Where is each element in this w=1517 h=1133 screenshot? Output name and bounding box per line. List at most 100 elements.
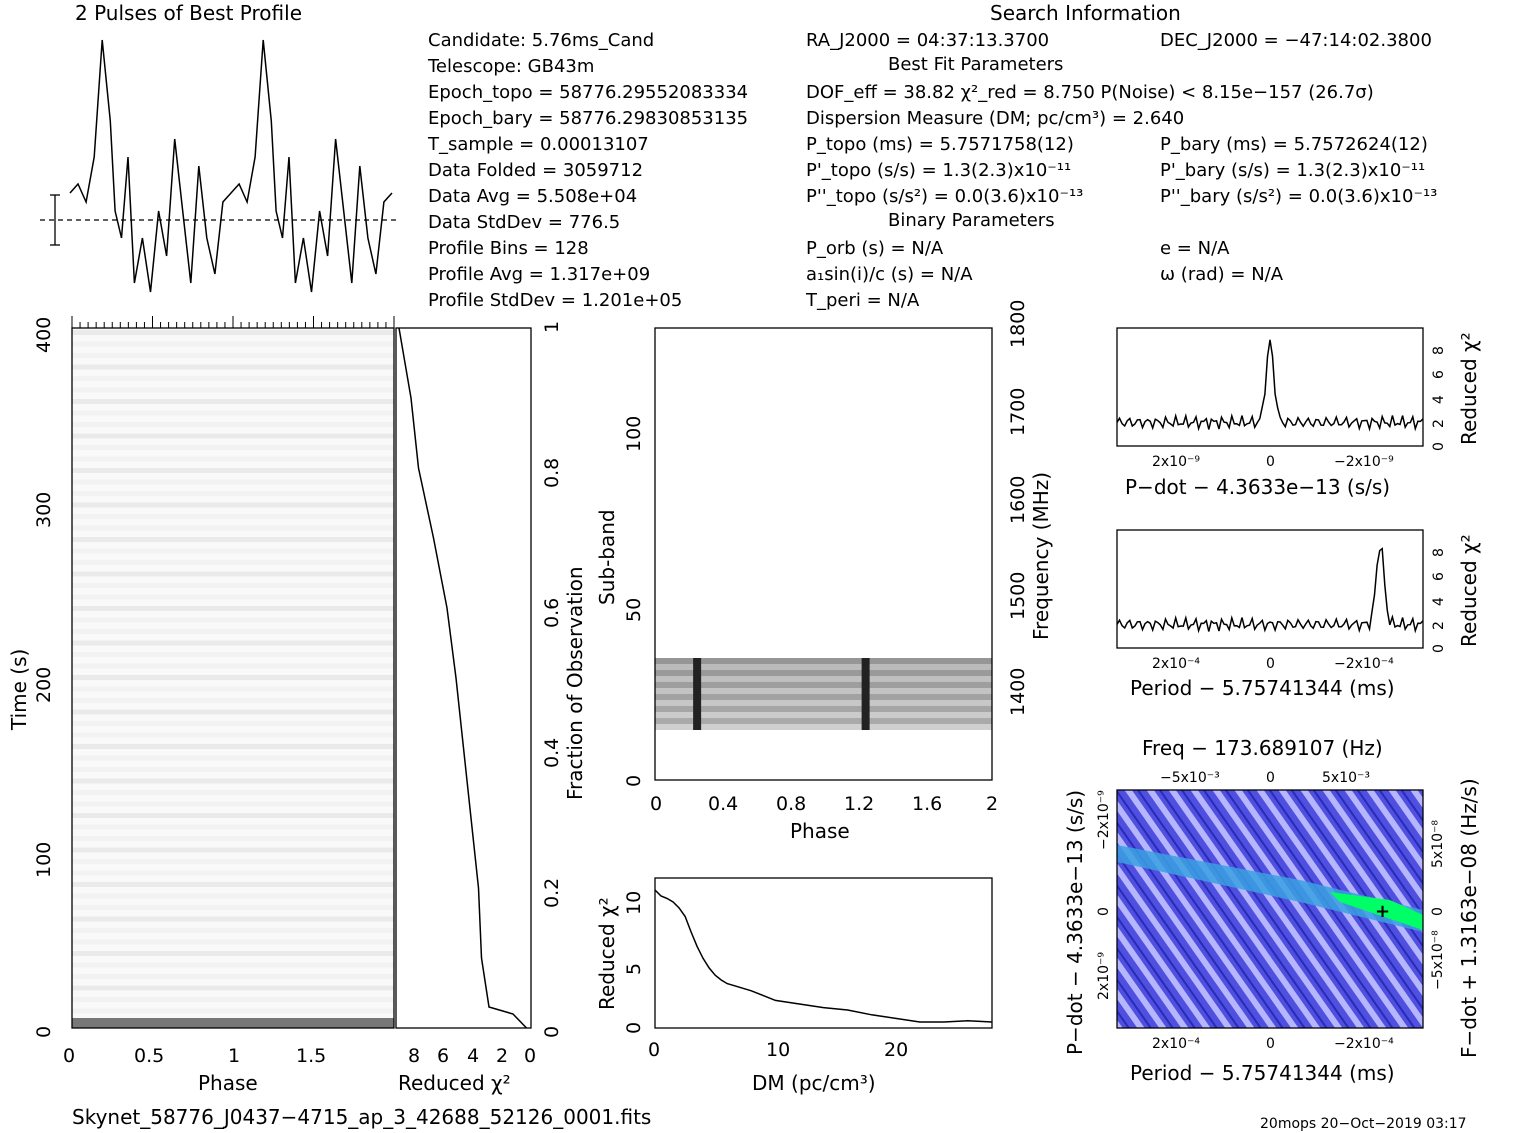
subband-row — [655, 706, 992, 712]
dof-line: DOF_eff = 38.82 χ²_red = 8.750 P(Noise) … — [806, 82, 1374, 103]
sb-xtick-16: 1.6 — [912, 793, 942, 815]
time-phase-row — [72, 514, 394, 519]
sb-xtick-12: 1.2 — [844, 793, 874, 815]
sb-ytick-50: 50 — [623, 598, 645, 622]
time-phase-row — [72, 813, 394, 818]
profile-curve — [69, 39, 393, 293]
subband-row — [655, 664, 992, 670]
cf-ytick-04: 0.4 — [541, 738, 563, 768]
time-phase-row — [72, 721, 394, 726]
time-phase-row — [72, 525, 394, 531]
freq-tick-1500: 1500 — [1007, 572, 1029, 620]
best-fit-title: Best Fit Parameters — [888, 54, 1063, 75]
map-toptick-0: 0 — [1266, 770, 1275, 786]
map-ridge — [1117, 845, 1423, 932]
time-phase-row — [72, 893, 394, 899]
sb-xlabel: Phase — [790, 819, 850, 843]
filename-label: Skynet_58776_J0437−4715_ap_3_42688_52126… — [72, 1105, 651, 1129]
map-lefttick-top: −2x10⁻⁹ — [1096, 790, 1112, 850]
pdot-xtick-left: 2x10⁻⁹ — [1152, 454, 1200, 470]
time-phase-row — [72, 767, 394, 772]
subband-row — [655, 682, 992, 688]
tperi-line: T_peri = N/A — [805, 290, 920, 311]
map-bottomtick-left: 2x10⁻⁴ — [1152, 1036, 1200, 1052]
data-stddev-line: Data StdDev = 776.5 — [428, 212, 620, 233]
time-phase-row — [72, 905, 394, 910]
period-xtick-right: −2x10⁻⁴ — [1334, 656, 1394, 672]
dec-line: DEC_J2000 = −47:14:02.3800 — [1160, 30, 1432, 51]
map-xlabel: Period − 5.75741344 (ms) — [1130, 1061, 1395, 1085]
sb-xtick-2: 2 — [986, 793, 998, 815]
map-righttick-0: 0 — [1430, 907, 1446, 916]
map-righttick-top: 5x10⁻⁸ — [1430, 820, 1446, 868]
time-phase-row — [72, 882, 394, 887]
pulse-profile-plot — [40, 39, 398, 293]
time-phase-row — [72, 709, 394, 715]
time-phase-row — [72, 744, 394, 749]
pdot-ytick-6: 6 — [1431, 370, 1447, 379]
pdot-curve — [1116, 339, 1424, 432]
cf-ytick-08: 0.8 — [541, 458, 563, 488]
tp-xtick-15: 1.5 — [296, 1045, 326, 1067]
pdot-chi2-plot: 2x10⁻⁹ 0 −2x10⁻⁹ P−dot − 4.3633e−13 (s/s… — [1116, 327, 1481, 499]
time-phase-row — [72, 997, 394, 1002]
chi2-fraction-curve — [398, 327, 528, 1029]
cf-ytick-06: 0.6 — [541, 598, 563, 628]
porb-line: P_orb (s) = N/A — [806, 238, 944, 259]
sb-xtick-04: 0.4 — [708, 793, 738, 815]
time-phase-row — [72, 353, 394, 358]
tp-ytick-100: 100 — [33, 842, 55, 878]
epoch-bary-line: Epoch_bary = 58776.29830853135 — [428, 108, 748, 129]
time-phase-row — [72, 571, 394, 577]
pdot-frame — [1116, 327, 1424, 447]
dm-xtick-0: 0 — [648, 1039, 660, 1061]
time-phase-row — [72, 859, 394, 864]
subband-pulse — [861, 658, 870, 730]
subband-row — [655, 718, 992, 724]
subband-row — [655, 688, 992, 694]
tp-ytick-400: 400 — [33, 317, 55, 353]
pdot-topo-line: P'_topo (s/s) = 1.3(2.3)x10⁻¹¹ — [806, 160, 1071, 181]
subband-row — [655, 694, 992, 700]
period-ytick-8: 8 — [1431, 548, 1447, 557]
p-topo-line: P_topo (ms) = 5.7571758(12) — [806, 134, 1074, 155]
pdot-ytick-0: 0 — [1431, 442, 1447, 451]
tp-xtick-1: 1 — [228, 1045, 240, 1067]
pdot-xtick-right: −2x10⁻⁹ — [1334, 454, 1394, 470]
time-phase-row — [72, 560, 394, 565]
period-ytick-6: 6 — [1431, 572, 1447, 581]
time-phase-row — [72, 686, 394, 692]
time-phase-row — [72, 836, 394, 841]
dm-ytick-10: 10 — [623, 891, 645, 915]
pdot-ytick-8: 8 — [1431, 346, 1447, 355]
time-phase-row — [72, 675, 394, 680]
chi2-fraction-frame — [395, 327, 532, 1029]
time-phase-bottom-band — [72, 1018, 394, 1028]
tp-xtick-0: 0 — [63, 1045, 75, 1067]
time-phase-row — [72, 962, 394, 968]
map-lefttick-0: 0 — [1096, 907, 1112, 916]
epoch-topo-line: Epoch_topo = 58776.29552083334 — [428, 82, 748, 103]
time-phase-row — [72, 640, 394, 646]
time-phase-row — [72, 698, 394, 703]
search-info-title: Search Information — [990, 1, 1181, 25]
dm-plot: 0 10 20 DM (pc/cm³) 0 5 10 Reduced χ² — [595, 877, 993, 1095]
map-right-label: F−dot + 1.3163e−08 (Hz/s) — [1457, 778, 1481, 1058]
period-curve — [1116, 547, 1424, 634]
dm-xlabel: DM (pc/cm³) — [752, 1071, 876, 1095]
period-xtick-0: 0 — [1266, 656, 1275, 672]
profile-bins-line: Profile Bins = 128 — [428, 238, 589, 259]
map-toptick-right: 5x10⁻³ — [1322, 770, 1370, 786]
pdot-xtick-0: 0 — [1266, 454, 1275, 470]
time-phase-row — [72, 652, 394, 657]
time-phase-row — [72, 606, 394, 611]
period-frame — [1116, 529, 1424, 649]
freq-tick-1600: 1600 — [1007, 476, 1029, 524]
cf-xtick-6: 6 — [437, 1045, 449, 1067]
period-xlabel: Period − 5.75741344 (ms) — [1130, 676, 1395, 700]
time-phase-row — [72, 974, 394, 979]
time-phase-row — [72, 847, 394, 853]
cf-ytick-1: 1 — [541, 321, 563, 333]
time-phase-row — [72, 790, 394, 795]
subband-image — [655, 658, 992, 730]
